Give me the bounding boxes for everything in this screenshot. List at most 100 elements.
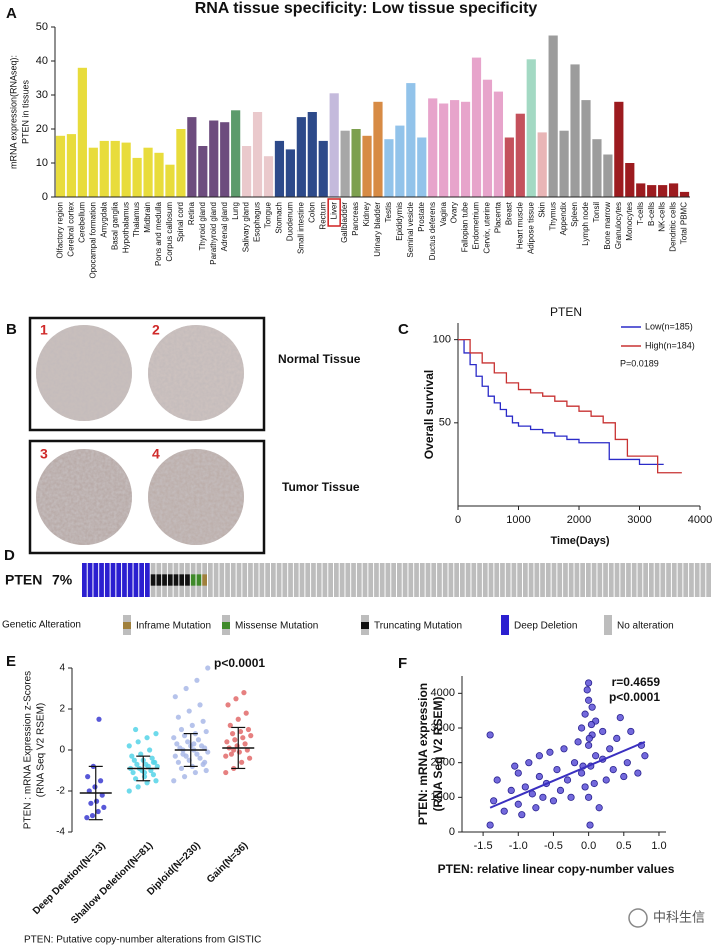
point xyxy=(134,761,140,767)
x-tick-label: Thymus xyxy=(548,202,557,230)
bar xyxy=(658,185,668,197)
cell xyxy=(225,563,230,597)
legend-swatch xyxy=(222,622,230,629)
cell xyxy=(482,563,488,597)
cell xyxy=(293,563,299,597)
point xyxy=(194,677,200,683)
cell xyxy=(551,563,557,597)
bar xyxy=(482,79,493,197)
point xyxy=(248,733,254,739)
cell xyxy=(500,563,505,597)
cell xyxy=(339,563,345,597)
point xyxy=(240,735,246,741)
bar xyxy=(668,183,679,197)
point xyxy=(197,702,203,708)
point xyxy=(563,776,572,784)
point xyxy=(556,786,565,795)
point xyxy=(490,797,498,805)
watermark: 中科生信 xyxy=(653,909,705,924)
bar xyxy=(329,93,339,197)
x-tick-label: Colon xyxy=(307,202,316,223)
bar xyxy=(241,146,252,197)
x-tick-label: 1.0 xyxy=(651,840,666,852)
point xyxy=(549,797,558,805)
bar xyxy=(384,139,394,197)
point xyxy=(247,755,253,761)
bar xyxy=(285,149,295,197)
point xyxy=(585,734,593,743)
point xyxy=(223,753,229,759)
cell xyxy=(334,563,339,597)
survival-curve xyxy=(458,338,682,474)
y-tick-label: 2 xyxy=(59,704,65,715)
point xyxy=(95,808,101,815)
cell xyxy=(442,563,448,597)
point xyxy=(518,811,526,819)
cell xyxy=(414,563,419,597)
cell xyxy=(649,563,654,597)
point xyxy=(228,751,235,757)
bar xyxy=(395,125,405,197)
cell xyxy=(351,563,356,597)
cell xyxy=(104,563,110,597)
cell xyxy=(282,563,288,597)
point xyxy=(178,765,185,772)
x-tick-label: Seminal vesicle xyxy=(406,201,415,257)
y-axis-label: PTEN : mRNA Expression z-Scores xyxy=(23,671,34,829)
legend-label: High(n=184) xyxy=(645,340,695,350)
x-tick-label: Amygdala xyxy=(99,201,108,237)
bar xyxy=(307,112,317,197)
bar xyxy=(198,146,208,197)
point xyxy=(243,710,249,716)
annotation: p<0.0001 xyxy=(214,656,265,670)
panel-label: F xyxy=(398,655,407,672)
point xyxy=(224,739,230,745)
tissue-texture xyxy=(148,325,244,421)
x-tick-label: Cervix, uterine xyxy=(483,201,492,253)
point xyxy=(595,804,603,812)
y-tick-label: -4 xyxy=(56,827,65,838)
point xyxy=(96,716,102,722)
point xyxy=(198,743,205,749)
y-tick-label: 2000 xyxy=(431,757,455,769)
bar xyxy=(263,156,274,197)
point xyxy=(229,731,236,737)
bar xyxy=(55,135,66,197)
bar xyxy=(537,132,547,197)
cell xyxy=(488,563,494,597)
x-tick-label: Basal ganglia xyxy=(110,201,119,250)
x-tick-label: Endometrium xyxy=(472,202,481,250)
cell xyxy=(87,563,93,597)
cell xyxy=(242,563,248,597)
x-tick-label: Total PBMC xyxy=(680,202,689,244)
cell xyxy=(591,563,597,597)
x-tick-label: Olfactory region xyxy=(56,202,65,258)
point xyxy=(186,708,192,714)
chart-title: RNA tissue specificity: Low tissue speci… xyxy=(195,0,538,17)
point xyxy=(225,702,231,708)
bar xyxy=(493,91,504,197)
point xyxy=(203,767,209,774)
cell xyxy=(465,563,471,597)
bar xyxy=(252,112,263,197)
x-tick-label: Granulocytes xyxy=(614,202,623,249)
y-tick-label: 1000 xyxy=(431,791,455,803)
point xyxy=(138,751,144,757)
cell xyxy=(523,563,528,597)
x-tick-label: Shallow Deletion(N=81) xyxy=(69,840,155,926)
point xyxy=(232,737,238,743)
point xyxy=(616,713,624,722)
bar xyxy=(460,101,471,197)
cell xyxy=(700,563,706,597)
y-axis-label: PTEN: mRNA expression xyxy=(416,683,430,825)
point xyxy=(585,793,593,801)
bar xyxy=(471,57,482,197)
point xyxy=(241,690,247,696)
x-tick-label: Stomach xyxy=(275,202,284,234)
legend-label: Missense Mutation xyxy=(235,621,318,632)
x-tick-label: Monocytes xyxy=(625,202,634,241)
point xyxy=(500,807,508,815)
watermark-icon xyxy=(628,908,648,928)
legend-label: Truncating Mutation xyxy=(374,621,462,632)
